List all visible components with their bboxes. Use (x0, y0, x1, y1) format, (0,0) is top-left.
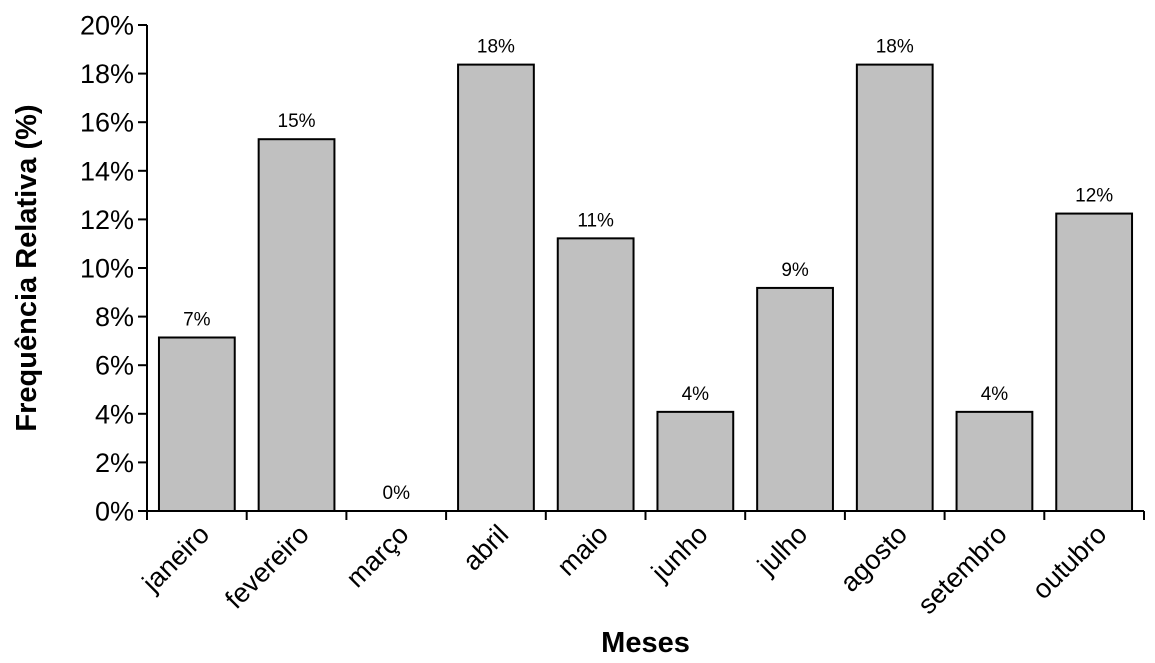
bar-maio (556, 237, 635, 512)
y-tick-label: 0% (95, 497, 134, 527)
data-label-fevereiro: 15% (278, 111, 316, 132)
x-tick-label-julho: julho (751, 519, 813, 581)
x-tick-label-abril: abril (457, 519, 514, 576)
bar-fevereiro (257, 138, 336, 513)
y-tick-label: 4% (95, 399, 134, 429)
bar-setembro (955, 410, 1034, 512)
bar-agosto (855, 63, 934, 512)
bars-layer (157, 63, 1134, 513)
x-axis-title: Meses (601, 627, 690, 659)
data-label-março: 0% (383, 483, 411, 504)
bar-junho (656, 410, 735, 512)
y-tick-label: 16% (80, 108, 134, 138)
x-ticks-layer: janeiro fevereiro março abril maio junho julho… (136, 511, 1145, 620)
data-label-outubro: 12% (1075, 186, 1113, 207)
y-tick-label: 14% (80, 156, 134, 186)
x-tick-label-março: março (340, 519, 414, 593)
data-label-janeiro: 7% (183, 309, 211, 330)
data-label-setembro: 4% (981, 384, 1009, 405)
y-tick-label: 8% (95, 302, 134, 332)
x-tick-label-outubro: outubro (1026, 519, 1112, 605)
data-label-julho: 9% (781, 260, 809, 281)
y-axis-title: Frequência Relativa (%) (11, 104, 43, 431)
data-labels-layer: 7% 15% 0% 18% 11% 4% 9% 18% 4% 12% (183, 37, 1113, 504)
x-tick-label-junho: junho (645, 519, 714, 588)
data-label-abril: 18% (477, 37, 515, 58)
bar-julho (756, 286, 834, 512)
x-tick-label-setembro: setembro (912, 519, 1013, 620)
data-label-maio: 11% (577, 210, 614, 231)
y-ticks-layer: 0% 2% 4% 6% 8% 10% 12% 14% 16% 18% 20% (80, 11, 147, 527)
bar-janeiro (157, 336, 236, 512)
bar-outubro (1055, 212, 1134, 512)
bar-abril (457, 63, 535, 512)
x-tick-label-janeiro: janeiro (136, 519, 215, 598)
x-tick-label-fevereiro: fevereiro (219, 519, 314, 614)
y-tick-label: 20% (80, 11, 134, 41)
x-tick-label-maio: maio (551, 519, 614, 582)
y-tick-label: 18% (80, 59, 134, 89)
data-label-junho: 4% (682, 384, 710, 405)
y-tick-label: 12% (80, 205, 134, 235)
y-tick-label: 10% (80, 254, 134, 284)
y-tick-label: 6% (95, 351, 134, 381)
y-tick-label: 2% (95, 448, 134, 478)
x-tick-label-agosto: agosto (834, 519, 913, 598)
data-label-agosto: 18% (876, 37, 914, 58)
